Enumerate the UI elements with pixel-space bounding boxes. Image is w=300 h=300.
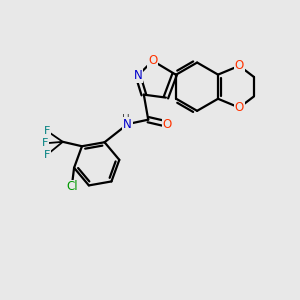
Text: N: N — [123, 118, 132, 130]
Text: O: O — [163, 118, 172, 130]
Text: F: F — [44, 126, 50, 136]
Text: O: O — [235, 59, 244, 72]
Text: H: H — [122, 114, 130, 124]
Text: F: F — [44, 150, 50, 160]
Text: Cl: Cl — [66, 181, 77, 194]
Text: N: N — [134, 69, 142, 82]
Text: F: F — [42, 138, 48, 148]
Text: O: O — [148, 54, 157, 67]
Text: O: O — [235, 101, 244, 114]
